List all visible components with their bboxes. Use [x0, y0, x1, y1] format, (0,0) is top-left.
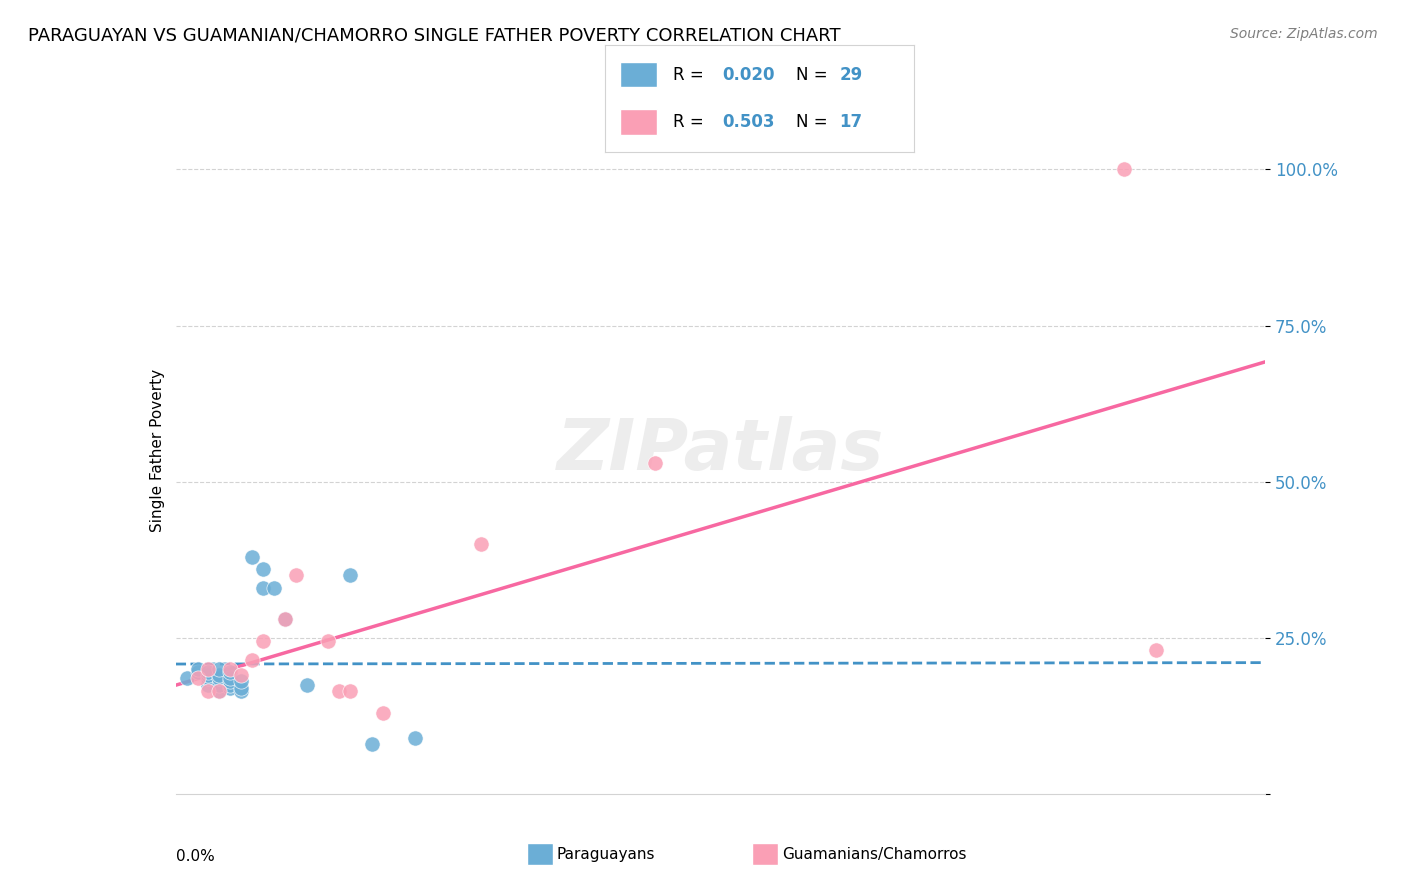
Point [231, 674, 253, 689]
Point [263, 581, 285, 595]
Point [1144, 643, 1167, 657]
FancyBboxPatch shape [620, 62, 657, 87]
Point [208, 678, 231, 692]
Point [208, 662, 231, 676]
Point [284, 568, 307, 582]
Text: ZIPatlas: ZIPatlas [557, 416, 884, 485]
Point [274, 612, 297, 626]
Point [231, 683, 253, 698]
Point [339, 568, 361, 582]
Point [231, 668, 253, 682]
Y-axis label: Single Father Poverty: Single Father Poverty [149, 369, 165, 532]
Point [470, 537, 492, 551]
Point [252, 562, 274, 576]
Point [176, 671, 198, 685]
Point [231, 681, 253, 695]
Text: Source: ZipAtlas.com: Source: ZipAtlas.com [1230, 27, 1378, 41]
Point [219, 678, 242, 692]
Point [339, 683, 361, 698]
Point [197, 683, 219, 698]
Point [405, 731, 427, 745]
Point [208, 668, 231, 682]
Point [197, 665, 219, 680]
Point [295, 678, 318, 692]
Text: 0.503: 0.503 [723, 112, 775, 130]
Point [197, 678, 219, 692]
Point [197, 668, 219, 682]
Point [186, 662, 209, 676]
Point [240, 549, 263, 564]
Point [274, 612, 297, 626]
Point [371, 706, 394, 720]
Point [360, 737, 382, 751]
Point [219, 681, 242, 695]
FancyBboxPatch shape [620, 109, 657, 135]
Text: N =: N = [796, 66, 834, 84]
Point [219, 665, 242, 680]
Text: R =: R = [672, 66, 709, 84]
Text: Guamanians/Chamorros: Guamanians/Chamorros [782, 847, 966, 862]
Point [197, 671, 219, 685]
Text: Paraguayans: Paraguayans [557, 847, 655, 862]
Text: R =: R = [672, 112, 709, 130]
Text: 0.020: 0.020 [723, 66, 775, 84]
Text: 0.0%: 0.0% [176, 849, 215, 863]
Point [197, 662, 219, 676]
Point [219, 662, 242, 676]
Text: 17: 17 [839, 112, 863, 130]
Point [208, 671, 231, 685]
Point [252, 633, 274, 648]
Point [328, 683, 350, 698]
Point [186, 671, 209, 685]
Point [318, 633, 340, 648]
Point [186, 665, 209, 680]
Point [1112, 162, 1135, 177]
Point [240, 653, 263, 667]
Text: 29: 29 [839, 66, 863, 84]
Text: PARAGUAYAN VS GUAMANIAN/CHAMORRO SINGLE FATHER POVERTY CORRELATION CHART: PARAGUAYAN VS GUAMANIAN/CHAMORRO SINGLE … [28, 27, 841, 45]
Point [208, 683, 231, 698]
Point [644, 456, 666, 470]
Point [219, 671, 242, 685]
Text: N =: N = [796, 112, 834, 130]
Point [208, 683, 231, 698]
Point [219, 674, 242, 689]
Point [252, 581, 274, 595]
